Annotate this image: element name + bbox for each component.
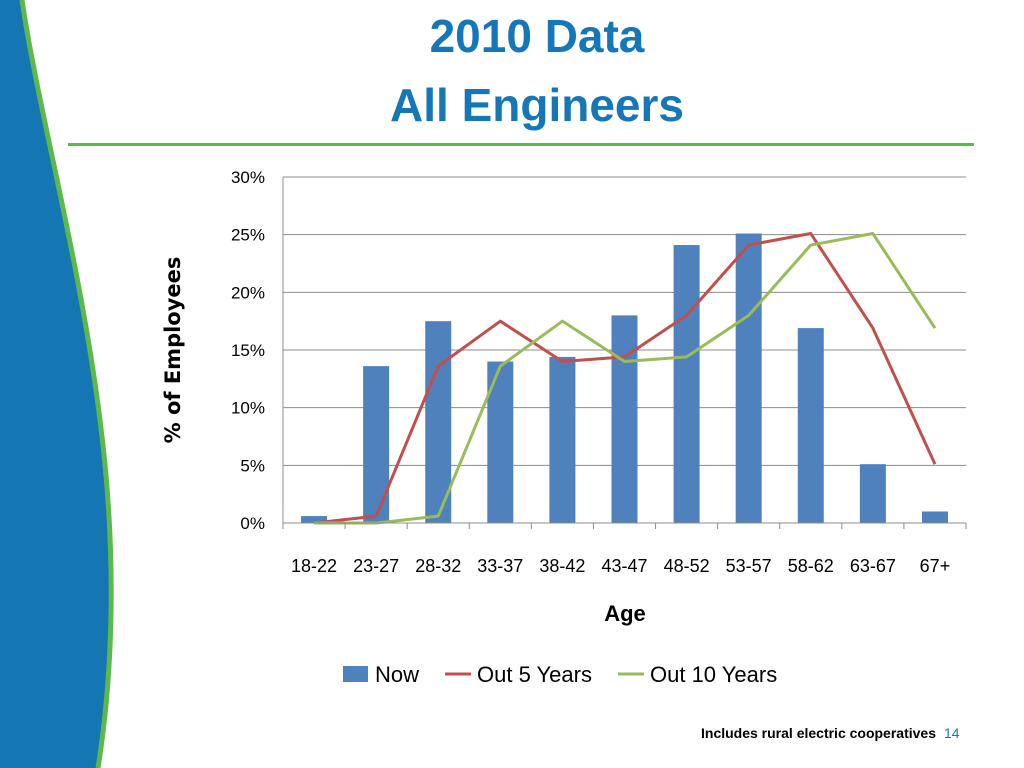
bar-63-67 bbox=[859, 464, 886, 523]
bar-38-42 bbox=[549, 356, 576, 523]
x-tick-label: 63-67 bbox=[850, 556, 896, 576]
page-number: 14 bbox=[944, 725, 960, 741]
x-tick-label: 67+ bbox=[920, 556, 951, 576]
y-tick-label: 0% bbox=[240, 514, 265, 533]
axes: 0% 5% 10% 15% 20% 25% 30% 18-22 23-27 28-32 33-37 3… bbox=[231, 168, 967, 576]
x-tick-label: 28-32 bbox=[415, 556, 461, 576]
footnote: Includes rural electric cooperatives bbox=[701, 725, 936, 741]
legend: Now Out 5 Years Out 10 Years bbox=[343, 662, 777, 687]
legend-swatch-now bbox=[343, 666, 368, 682]
x-tick-label: 48-52 bbox=[664, 556, 710, 576]
slide-title-line-1: 2010 Data bbox=[429, 10, 645, 62]
x-tick-label: 18-22 bbox=[291, 556, 337, 576]
x-axis-label: Age bbox=[604, 601, 646, 626]
slide-title-line-2: All Engineers bbox=[390, 79, 684, 131]
green-wave-edge bbox=[19, 0, 114, 768]
bar-48-52 bbox=[673, 245, 700, 523]
x-tick-label: 38-42 bbox=[539, 556, 585, 576]
bar-43-47 bbox=[611, 315, 638, 523]
y-tick-label: 20% bbox=[231, 283, 265, 302]
x-tick-label: 53-57 bbox=[726, 556, 772, 576]
blue-wave bbox=[0, 0, 112, 768]
bar-23-27 bbox=[363, 366, 390, 523]
y-tick-label: 10% bbox=[231, 399, 265, 418]
bars-now bbox=[301, 233, 948, 523]
bar-28-32 bbox=[425, 321, 452, 523]
bar-67+ bbox=[921, 511, 948, 523]
legend-label: Out 10 Years bbox=[650, 662, 777, 687]
bar-58-62 bbox=[797, 328, 824, 523]
bar-18-22 bbox=[301, 516, 328, 523]
x-tick-label: 33-37 bbox=[477, 556, 523, 576]
y-tick-label: 15% bbox=[231, 341, 265, 360]
legend-label: Out 5 Years bbox=[477, 662, 592, 687]
line-out-5-years bbox=[313, 232, 937, 525]
y-tick-label: 25% bbox=[231, 226, 265, 245]
y-tick-label: 5% bbox=[240, 456, 265, 475]
y-tick-label: 30% bbox=[231, 168, 265, 187]
lines bbox=[313, 232, 937, 525]
bar-53-57 bbox=[735, 233, 762, 523]
title-divider bbox=[68, 143, 974, 146]
legend-label: Now bbox=[375, 662, 419, 687]
x-tick-label: 23-27 bbox=[353, 556, 399, 576]
x-tick-label: 58-62 bbox=[788, 556, 834, 576]
x-tick-label: 43-47 bbox=[601, 556, 647, 576]
line-out-10-years bbox=[314, 232, 937, 525]
y-axis-label: % of Employees bbox=[161, 257, 185, 444]
